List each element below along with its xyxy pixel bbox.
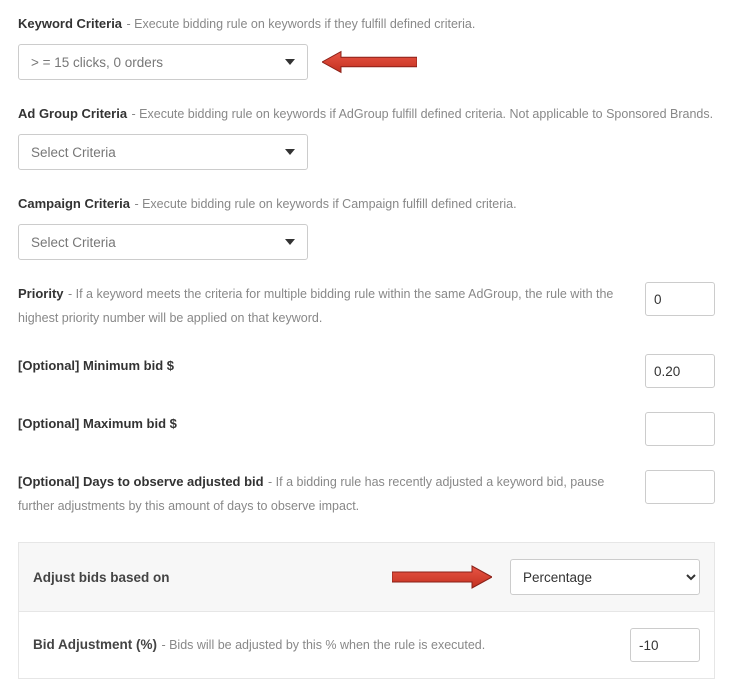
adgroup-criteria-selected: Select Criteria: [31, 145, 116, 160]
keyword-criteria-row: > = 15 clicks, 0 orders: [18, 44, 715, 80]
keyword-criteria-desc: - Execute bidding rule on keywords if th…: [127, 17, 476, 31]
campaign-criteria-label: Campaign Criteria - Execute bidding rule…: [18, 192, 715, 216]
max-bid-input[interactable]: [645, 412, 715, 446]
keyword-criteria-select[interactable]: > = 15 clicks, 0 orders: [18, 44, 308, 80]
adgroup-criteria-title: Ad Group Criteria: [18, 106, 127, 121]
campaign-criteria-desc: - Execute bidding rule on keywords if Ca…: [134, 197, 516, 211]
adjust-basis-left: Adjust bids based on: [33, 570, 392, 585]
days-observe-input[interactable]: [645, 470, 715, 504]
min-bid-row: [Optional] Minimum bid $: [18, 354, 715, 388]
arrow-annotation-icon: [322, 50, 417, 74]
adgroup-criteria-label: Ad Group Criteria - Execute bidding rule…: [18, 102, 715, 126]
adjust-basis-title: Adjust bids based on: [33, 570, 170, 585]
arrow-annotation-icon: [392, 565, 492, 589]
priority-desc: - If a keyword meets the criteria for mu…: [18, 287, 613, 325]
priority-title: Priority: [18, 286, 64, 301]
days-observe-row: [Optional] Days to observe adjusted bid …: [18, 470, 715, 518]
adgroup-criteria-desc: - Execute bidding rule on keywords if Ad…: [132, 107, 714, 121]
adjust-basis-row: Adjust bids based on Percentage: [19, 543, 714, 612]
campaign-criteria-title: Campaign Criteria: [18, 196, 130, 211]
days-observe-title: [Optional] Days to observe adjusted bid: [18, 474, 264, 489]
chevron-down-icon: [285, 149, 295, 155]
chevron-down-icon: [285, 59, 295, 65]
min-bid-title: [Optional] Minimum bid $: [18, 358, 174, 373]
max-bid-title: [Optional] Maximum bid $: [18, 416, 177, 431]
bid-adjustment-title: Bid Adjustment (%): [33, 637, 157, 652]
bid-adjustment-left: Bid Adjustment (%) - Bids will be adjust…: [33, 636, 630, 654]
keyword-criteria-title: Keyword Criteria: [18, 16, 122, 31]
chevron-down-icon: [285, 239, 295, 245]
priority-row: Priority - If a keyword meets the criter…: [18, 282, 715, 330]
adjust-basis-select[interactable]: Percentage: [510, 559, 700, 595]
priority-input[interactable]: [645, 282, 715, 316]
keyword-criteria-selected: > = 15 clicks, 0 orders: [31, 55, 163, 70]
campaign-criteria-selected: Select Criteria: [31, 235, 116, 250]
days-observe-label: [Optional] Days to observe adjusted bid …: [18, 470, 645, 518]
bid-adjustment-row: Bid Adjustment (%) - Bids will be adjust…: [19, 612, 714, 678]
priority-label: Priority - If a keyword meets the criter…: [18, 282, 645, 330]
adgroup-criteria-select[interactable]: Select Criteria: [18, 134, 308, 170]
keyword-criteria-label: Keyword Criteria - Execute bidding rule …: [18, 12, 715, 36]
bid-adjustment-desc: - Bids will be adjusted by this % when t…: [161, 638, 485, 652]
keyword-criteria-section: Keyword Criteria - Execute bidding rule …: [18, 12, 715, 80]
min-bid-input[interactable]: [645, 354, 715, 388]
max-bid-label: [Optional] Maximum bid $: [18, 412, 645, 436]
adjustment-box: Adjust bids based on Percentage Bid Adju…: [18, 542, 715, 679]
campaign-criteria-section: Campaign Criteria - Execute bidding rule…: [18, 192, 715, 260]
campaign-criteria-select[interactable]: Select Criteria: [18, 224, 308, 260]
min-bid-label: [Optional] Minimum bid $: [18, 354, 645, 378]
adgroup-criteria-section: Ad Group Criteria - Execute bidding rule…: [18, 102, 715, 170]
max-bid-row: [Optional] Maximum bid $: [18, 412, 715, 446]
